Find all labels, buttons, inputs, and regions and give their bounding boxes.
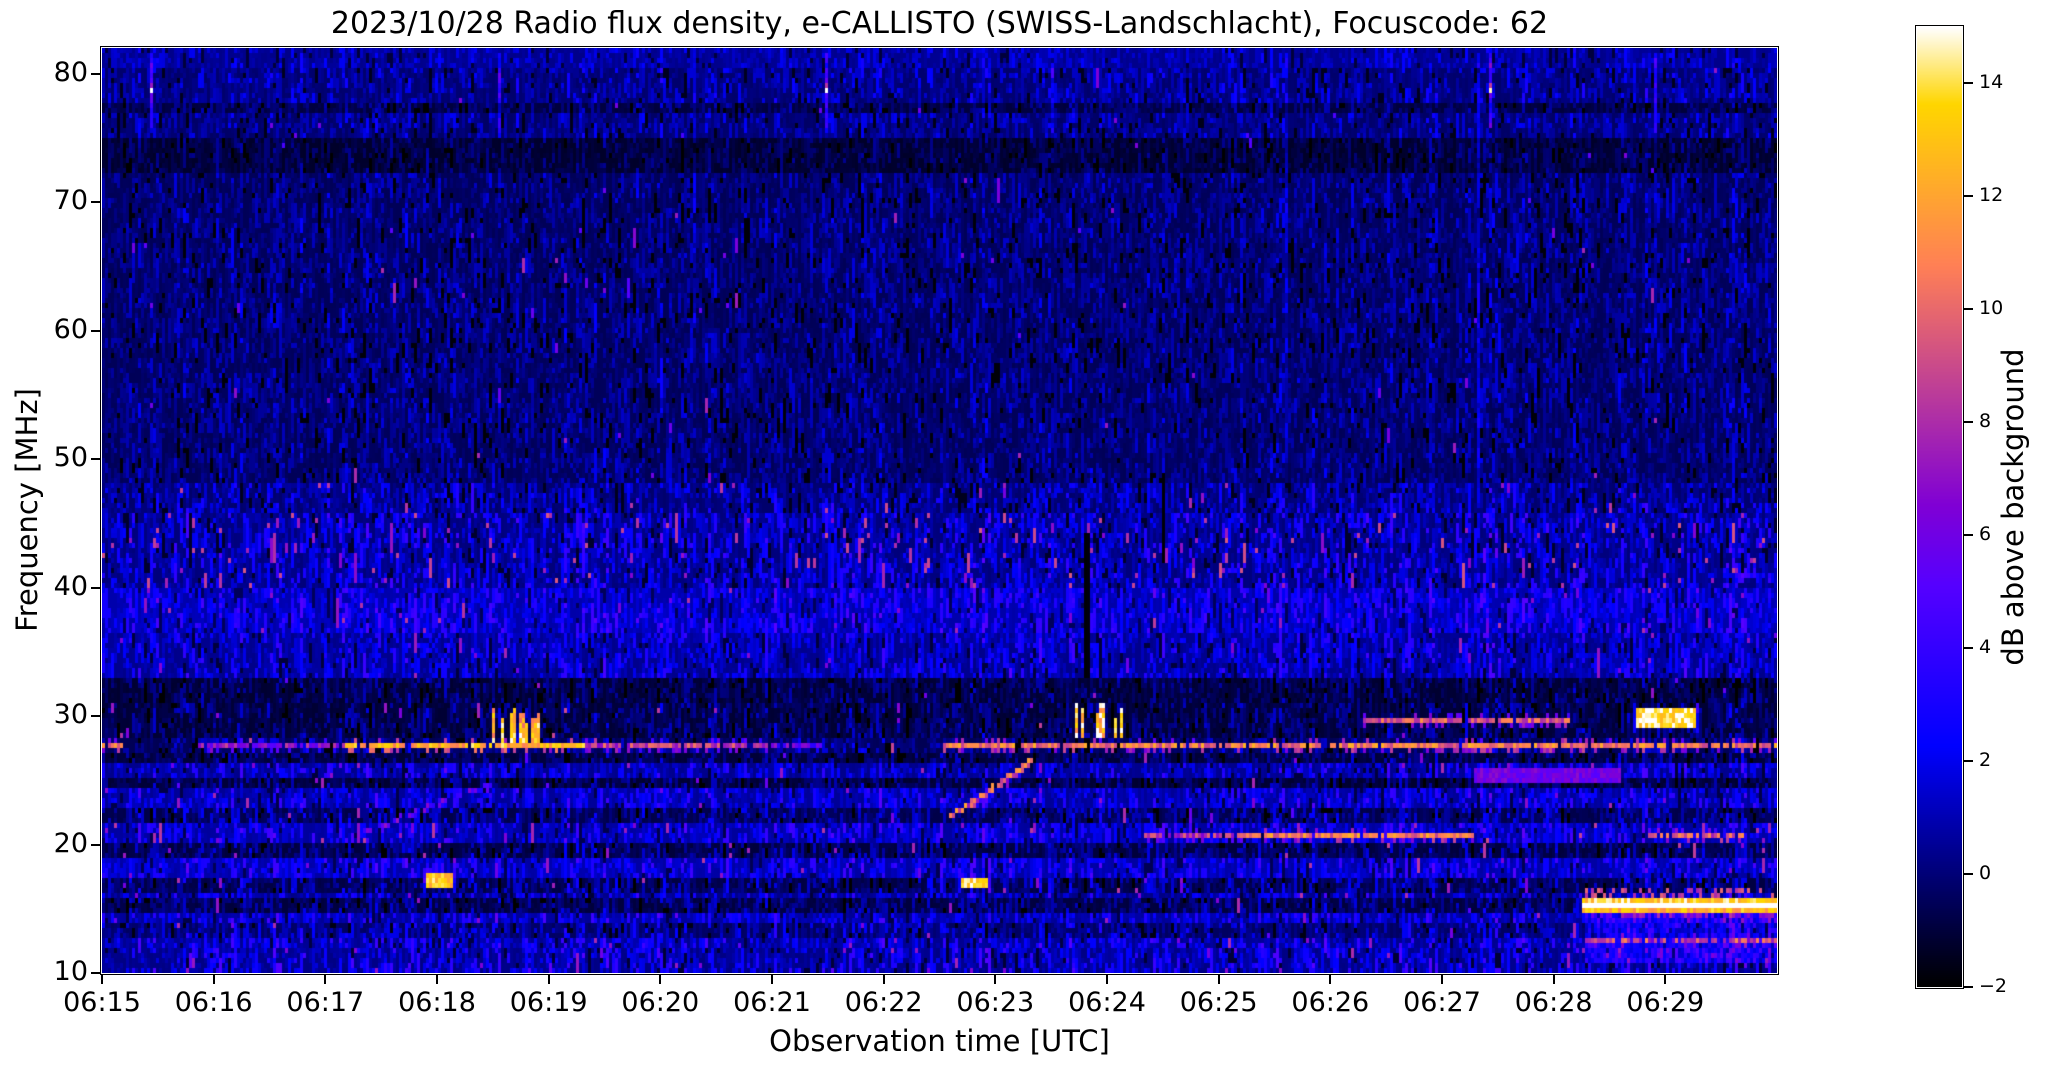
x-tick <box>324 975 327 984</box>
y-tick-label: 20 <box>53 827 88 859</box>
y-tick <box>91 72 100 75</box>
x-tick-label: 06:17 <box>286 987 365 1018</box>
y-tick <box>91 972 100 974</box>
y-tick <box>91 715 100 718</box>
colorbar-tick <box>1964 647 1973 650</box>
y-tick <box>91 458 100 461</box>
colorbar-tick <box>1964 760 1973 763</box>
colorbar-tick-label: 12 <box>1979 184 2004 207</box>
y-tick <box>91 201 100 204</box>
colorbar-tick-label: 6 <box>1979 523 1992 546</box>
x-tick-label: 06:22 <box>844 987 923 1018</box>
colorbar-tick-label: 2 <box>1979 749 1992 772</box>
x-tick <box>882 975 885 984</box>
spectrogram-canvas <box>102 48 1777 973</box>
x-tick <box>1441 975 1443 984</box>
chart-title: 2023/10/28 Radio flux density, e-CALLIST… <box>330 6 1549 41</box>
colorbar-tick-label: 14 <box>1979 71 2004 94</box>
x-tick-label: 06:26 <box>1291 987 1370 1018</box>
x-tick <box>994 975 997 984</box>
x-tick <box>659 975 662 984</box>
y-tick-label: 60 <box>53 313 88 345</box>
y-tick <box>91 329 100 332</box>
y-tick-label: 40 <box>53 570 88 602</box>
x-tick-label: 06:21 <box>733 987 811 1018</box>
x-tick <box>1217 975 1220 984</box>
y-tick-label: 70 <box>53 185 88 217</box>
colorbar-label: dB above background <box>1996 348 2030 666</box>
x-tick-label: 06:15 <box>63 987 141 1018</box>
y-tick-label: 10 <box>53 956 88 987</box>
colorbar-tick <box>1964 873 1973 876</box>
y-tick <box>91 586 100 589</box>
x-tick-label: 06:23 <box>956 987 1035 1018</box>
colorbar-tick-label: 10 <box>1979 297 2004 320</box>
colorbar-tick <box>1964 421 1973 424</box>
colorbar-tick-label: 4 <box>1979 636 1992 659</box>
colorbar-tick <box>1964 308 1973 311</box>
x-tick <box>101 975 103 984</box>
y-tick-label: 30 <box>53 699 88 731</box>
y-tick-label: 50 <box>53 442 88 474</box>
x-tick-label: 06:20 <box>621 987 700 1018</box>
x-tick-label: 06:27 <box>1403 987 1481 1018</box>
colorbar-tick-label: 8 <box>1979 410 1992 433</box>
x-tick-label: 06:29 <box>1626 987 1705 1018</box>
colorbar-tick <box>1964 986 1973 988</box>
x-tick <box>1552 975 1555 984</box>
colorbar-canvas <box>1917 27 1962 987</box>
x-tick-label: 06:24 <box>1068 987 1146 1018</box>
colorbar-tick <box>1964 195 1973 198</box>
colorbar-tick <box>1964 82 1973 85</box>
x-tick-label: 06:28 <box>1514 987 1593 1018</box>
colorbar-tick <box>1964 534 1973 537</box>
y-tick <box>91 843 100 846</box>
colorbar-tick-label: −2 <box>1979 975 2008 997</box>
x-tick <box>212 975 215 984</box>
x-tick-label: 06:25 <box>1179 987 1258 1018</box>
x-tick <box>771 975 773 984</box>
x-tick <box>547 975 550 984</box>
x-tick-label: 06:19 <box>509 987 588 1018</box>
x-tick <box>436 975 438 984</box>
x-tick-label: 06:18 <box>398 987 476 1018</box>
x-tick-label: 06:16 <box>174 987 253 1018</box>
y-tick-label: 80 <box>53 56 88 88</box>
x-tick <box>1329 975 1332 984</box>
colorbar-tick-label: 0 <box>1979 862 1992 885</box>
x-axis-label: Observation time [UTC] <box>769 1024 1110 1058</box>
x-tick <box>1664 975 1667 984</box>
x-tick <box>1106 975 1108 984</box>
